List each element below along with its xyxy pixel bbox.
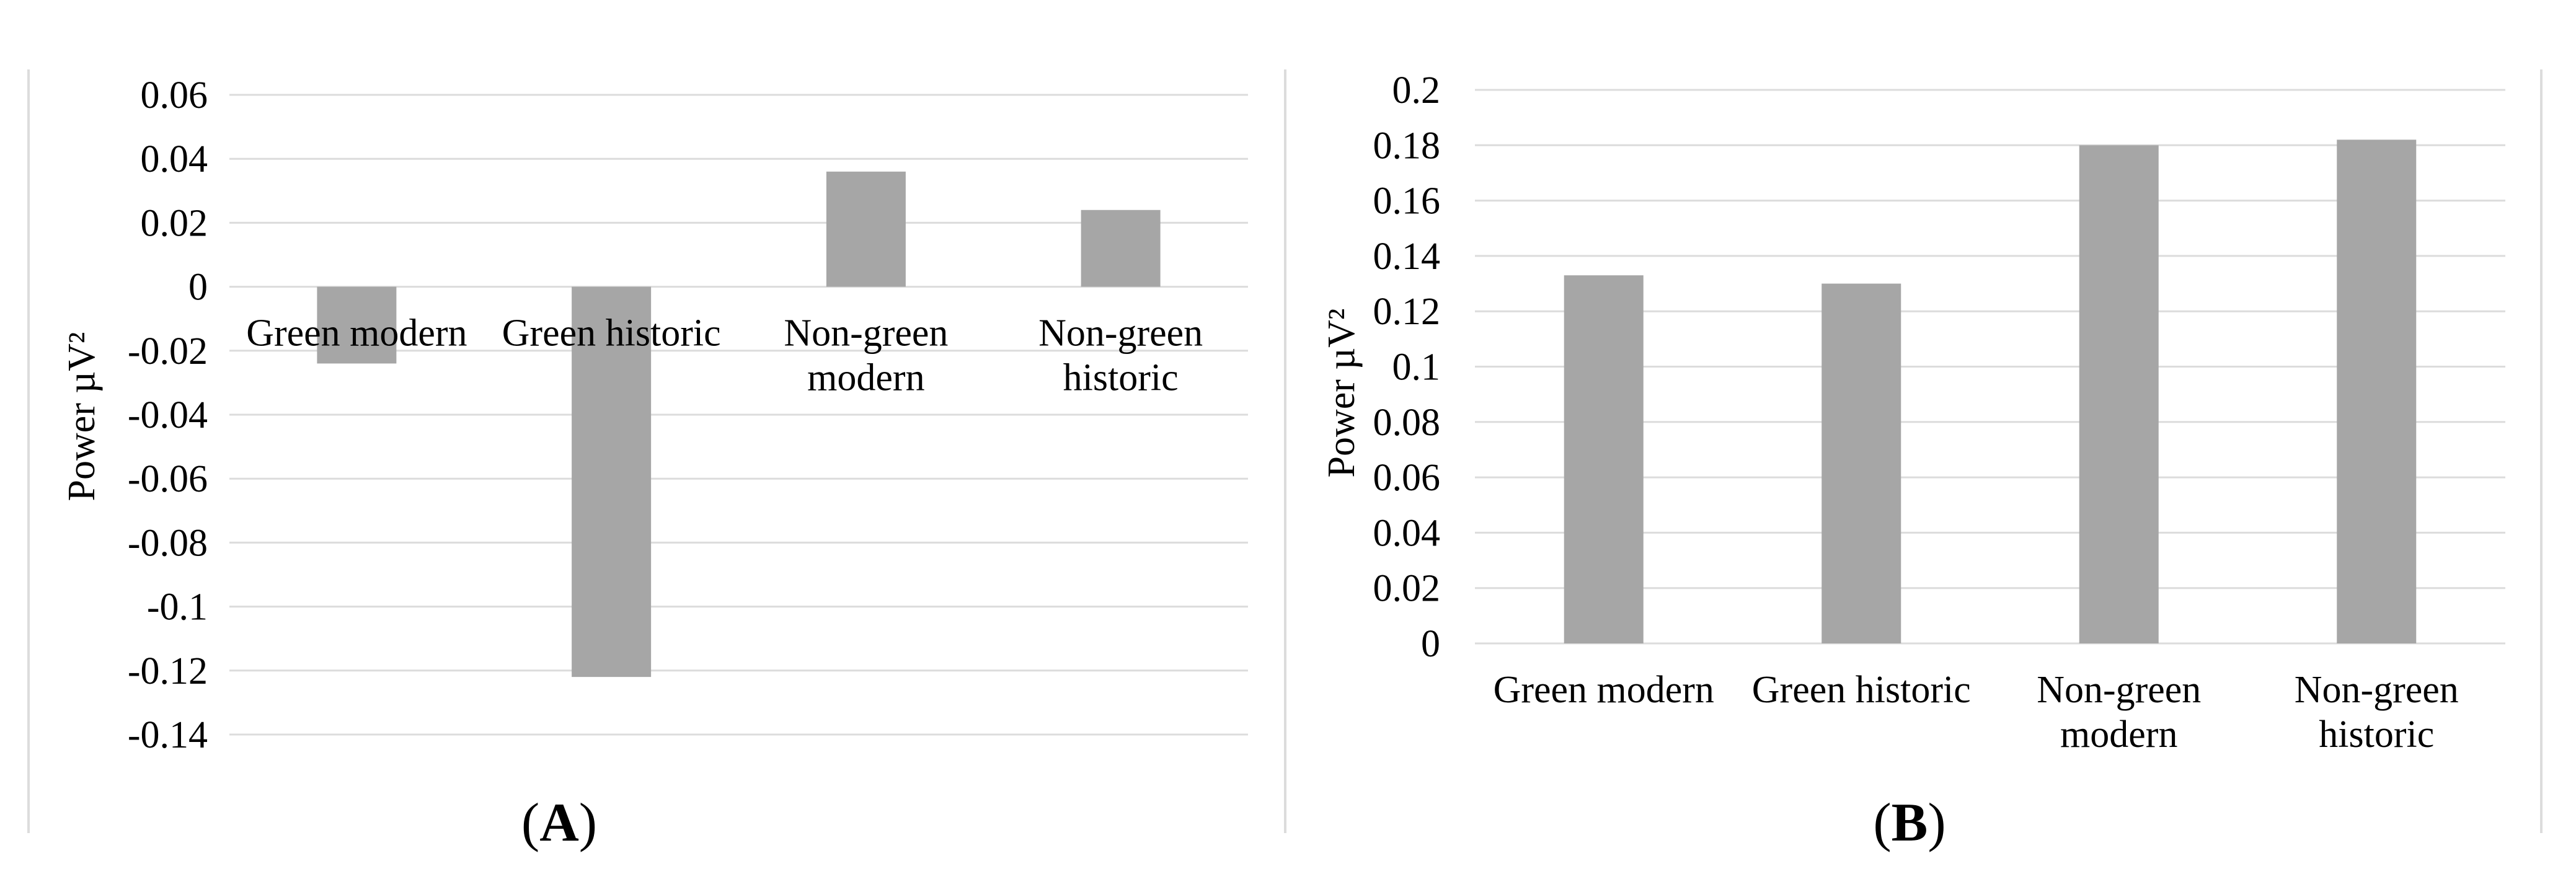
category-label-a-non-green-historic-line1: Non-green [1038, 312, 1203, 355]
y-tick-label-b-0.08: 0.08 [1373, 402, 1441, 444]
category-label-a-non-green-modern-line2: modern [807, 357, 924, 399]
bar-b-green-historic [1821, 283, 1901, 643]
y-tick-label-a--0.06: -0.06 [128, 458, 208, 500]
y-axis-title-chart-b: Power µV² [1321, 308, 1363, 478]
category-label-a-non-green-modern-line1: Non-green [784, 312, 948, 355]
y-tick-label-a--0.1: -0.1 [147, 586, 208, 629]
y-tick-label-a-0.06: 0.06 [141, 74, 208, 117]
category-label-b-green-historic: Green historic [1752, 669, 1971, 711]
bar-b-green-modern [1564, 275, 1644, 643]
panel-caption-a: (A) [521, 796, 597, 850]
y-tick-label-b-0.2: 0.2 [1392, 69, 1441, 112]
y-tick-label-a--0.04: -0.04 [128, 394, 208, 436]
y-tick-label-b-0.06: 0.06 [1373, 457, 1441, 499]
category-label-a-green-historic: Green historic [502, 312, 721, 355]
y-tick-label-a--0.08: -0.08 [128, 522, 208, 564]
bar-a-non-green-historic [1081, 210, 1161, 287]
caption-a-open-paren: ( [521, 793, 540, 853]
panel-border-left [27, 69, 30, 833]
caption-b-letter: B [1891, 793, 1928, 853]
chart-b: 0.2 0.18 0.16 0.14 0.12 0.1 0.08 0.06 0.04 0.02 0 G… [1373, 69, 2505, 756]
y-tick-label-a-0.04: 0.04 [141, 138, 208, 180]
caption-b-open-paren: ( [1873, 793, 1892, 853]
category-label-b-green-modern: Green modern [1494, 669, 1714, 711]
y-tick-label-b-0.12: 0.12 [1373, 291, 1441, 333]
caption-a-letter: A [539, 793, 579, 853]
y-tick-label-a--0.14: -0.14 [128, 714, 208, 756]
y-axis-title-chart-a: Power µV² [61, 332, 103, 501]
category-label-a-green-modern: Green modern [246, 312, 467, 355]
panel-caption-b: (B) [1873, 796, 1945, 850]
y-tick-label-b-0: 0 [1421, 623, 1440, 665]
category-label-b-non-green-modern-line2: modern [2060, 713, 2177, 756]
y-tick-label-b-0.02: 0.02 [1373, 568, 1441, 610]
y-tick-label-b-0.16: 0.16 [1373, 180, 1441, 223]
bar-b-non-green-modern [2079, 145, 2159, 644]
y-tick-label-b-0.18: 0.18 [1373, 125, 1441, 167]
bar-a-green-historic [572, 286, 652, 678]
caption-b-close-paren: ) [1928, 793, 1946, 853]
chart-a: 0.06 0.04 0.02 0 -0.02 -0.04 -0.06 -0.08 -0.1 -0.… [128, 74, 1248, 756]
caption-a-close-paren: ) [578, 793, 598, 853]
y-tick-label-a--0.12: -0.12 [128, 650, 208, 692]
panel-border-middle [1284, 69, 1286, 833]
category-label-b-non-green-historic-line1: Non-green [2295, 669, 2459, 711]
y-tick-label-a-0: 0 [188, 267, 208, 309]
y-tick-label-a-0.02: 0.02 [141, 202, 208, 244]
y-tick-label-b-0.04: 0.04 [1373, 512, 1441, 554]
bar-b-non-green-historic [2337, 139, 2417, 643]
y-tick-label-b-0.1: 0.1 [1392, 347, 1441, 389]
category-label-b-non-green-historic-line2: historic [2319, 713, 2434, 756]
y-tick-label-a--0.02: -0.02 [128, 330, 208, 373]
category-label-b-non-green-modern-line1: Non-green [2037, 669, 2201, 711]
bar-a-non-green-modern [826, 171, 906, 287]
bar-a-green-modern [317, 286, 397, 364]
panel-border-right [2540, 69, 2543, 833]
y-tick-label-b-0.14: 0.14 [1373, 236, 1441, 278]
category-label-a-non-green-historic-line2: historic [1063, 357, 1179, 399]
